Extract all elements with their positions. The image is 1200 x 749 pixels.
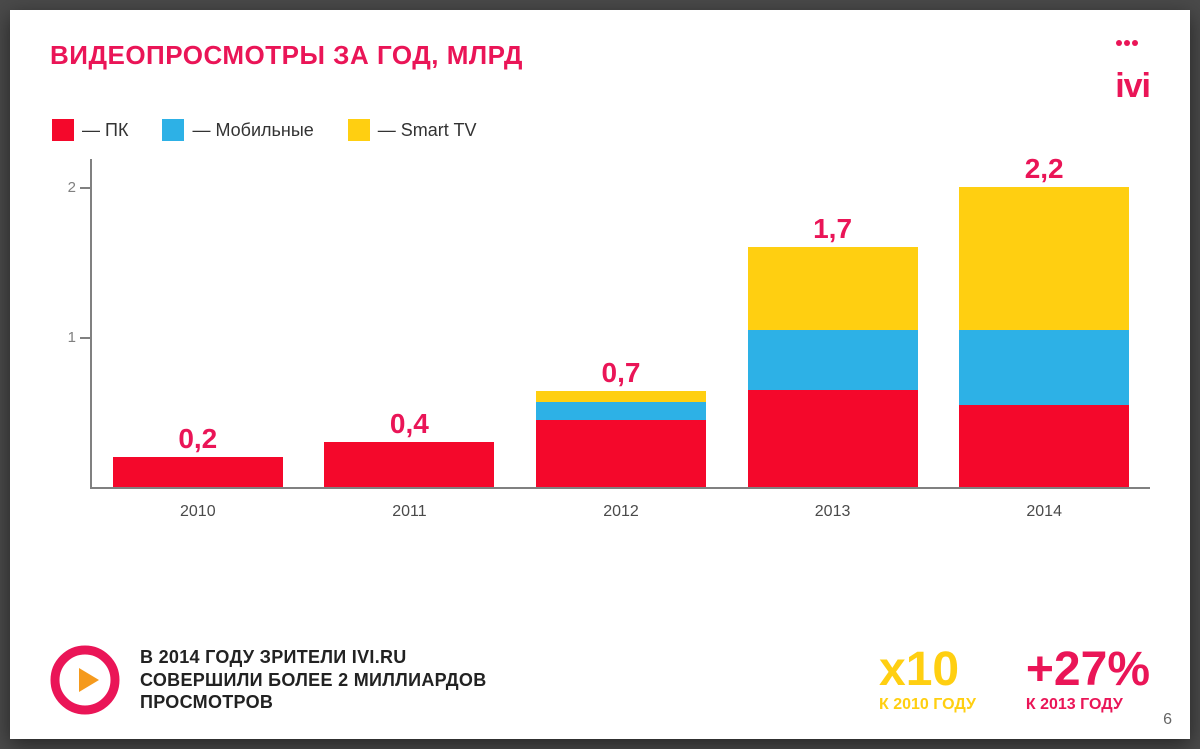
legend-label: — Smart TV (378, 120, 477, 141)
bar-segment (113, 457, 283, 487)
chart-legend: — ПК — Мобильные — Smart TV (50, 119, 1150, 141)
header: ВИДЕОПРОСМОТРЫ ЗА ГОД, МЛРД ivi (50, 40, 1150, 101)
y-axis: 12 (50, 159, 92, 489)
ivi-logo: ivi (1115, 40, 1150, 101)
bar-segment (536, 402, 706, 420)
bar-segment (748, 330, 918, 390)
logo-dot-icon (1132, 40, 1138, 46)
play-icon (50, 645, 120, 715)
y-tick: 1 (80, 337, 90, 339)
legend-swatch-icon (348, 119, 370, 141)
bottom-row: В 2014 ГОДУ ЗРИТЕЛИ IVI.RU СОВЕРШИЛИ БОЛ… (50, 645, 1150, 715)
stat-block: x10 К 2010 ГОДУ (879, 646, 976, 714)
logo-dot-icon (1116, 40, 1122, 46)
logo-text: ivi (1115, 67, 1150, 105)
bar-wrap: 2,2 (959, 153, 1129, 487)
chart-area: 12 0,20,40,71,72,2 20102011201220132014 (50, 159, 1150, 529)
bars-row: 0,20,40,71,72,2 (92, 159, 1150, 489)
bar-total-label: 0,4 (390, 408, 429, 440)
legend-item: — Мобильные (162, 119, 313, 141)
stat-big: +27% (1026, 646, 1150, 694)
bar (113, 457, 283, 487)
bar-wrap: 1,7 (748, 213, 918, 487)
bar-wrap: 0,2 (113, 423, 283, 487)
y-tick-label: 1 (68, 329, 76, 346)
statement-text: В 2014 ГОДУ ЗРИТЕЛИ IVI.RU СОВЕРШИЛИ БОЛ… (140, 646, 500, 714)
y-tick-label: 2 (68, 179, 76, 196)
legend-item: — Smart TV (348, 119, 477, 141)
stat-sub: К 2013 ГОДУ (1026, 696, 1150, 714)
bar-total-label: 0,7 (602, 357, 641, 389)
stat-block: +27% К 2013 ГОДУ (1026, 646, 1150, 714)
bar-segment (959, 405, 1129, 488)
stats-group: x10 К 2010 ГОДУ +27% К 2013 ГОДУ (829, 646, 1150, 714)
page-number: 6 (1163, 711, 1172, 729)
x-label: 2010 (113, 497, 283, 529)
legend-item: — ПК (52, 119, 128, 141)
stat-big: x10 (879, 646, 976, 694)
stat-sub: К 2010 ГОДУ (879, 696, 976, 714)
bar (324, 442, 494, 487)
x-axis-labels: 2010 2011 2012 2013 2014 (92, 497, 1150, 529)
bar-segment (959, 330, 1129, 405)
x-label: 2012 (536, 497, 706, 529)
legend-label: — ПК (82, 120, 128, 141)
x-label: 2011 (324, 497, 494, 529)
x-label: 2014 (959, 497, 1129, 529)
legend-swatch-icon (52, 119, 74, 141)
logo-dot-icon (1124, 40, 1130, 46)
slide: ВИДЕОПРОСМОТРЫ ЗА ГОД, МЛРД ivi — ПК — Мо… (10, 10, 1190, 739)
bar (748, 247, 918, 487)
bar-total-label: 0,2 (178, 423, 217, 455)
bar (959, 187, 1129, 487)
x-label: 2013 (748, 497, 918, 529)
slide-title: ВИДЕОПРОСМОТРЫ ЗА ГОД, МЛРД (50, 40, 523, 71)
bar-segment (748, 247, 918, 330)
bar-wrap: 0,7 (536, 357, 706, 487)
bar-wrap: 0,4 (324, 408, 494, 487)
bar-segment (324, 442, 494, 487)
legend-swatch-icon (162, 119, 184, 141)
bar (536, 391, 706, 487)
legend-label: — Мобильные (192, 120, 313, 141)
bar-segment (536, 391, 706, 402)
bar-segment (959, 187, 1129, 330)
bar-total-label: 1,7 (813, 213, 852, 245)
bar-segment (748, 390, 918, 488)
y-tick: 2 (80, 187, 90, 189)
bar-total-label: 2,2 (1025, 153, 1064, 185)
bar-segment (536, 420, 706, 488)
